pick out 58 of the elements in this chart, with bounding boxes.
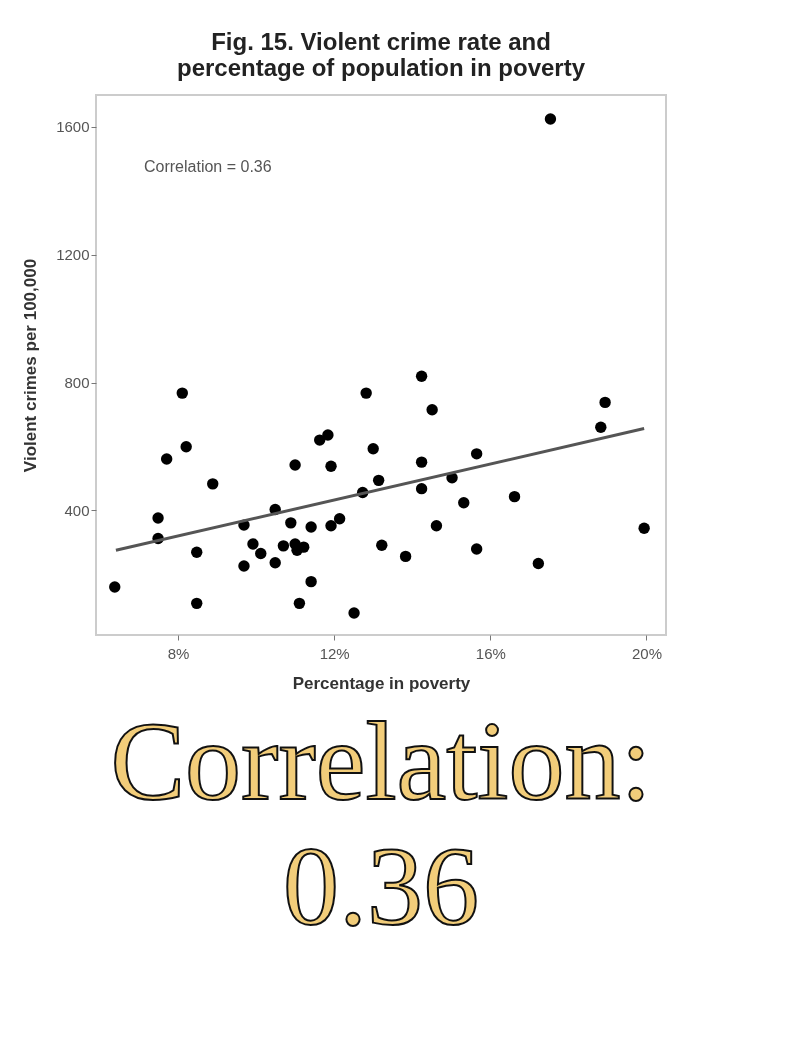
x-axis-title: Percentage in poverty (292, 673, 471, 693)
point (360, 387, 372, 399)
x-tick-label: 8% (167, 644, 190, 662)
point (415, 370, 428, 382)
point (470, 448, 483, 460)
point (508, 490, 521, 503)
point (152, 512, 164, 524)
point (430, 520, 443, 532)
text: percentage of population in poverty (176, 54, 586, 81)
point (458, 497, 470, 509)
point (305, 521, 317, 533)
x-tick-label: 12% (319, 644, 350, 662)
point (325, 460, 337, 472)
point (191, 597, 203, 610)
text: Correlation: (110, 698, 652, 823)
y-axis-title: Violent crimes per 100,000 (21, 258, 41, 473)
point (238, 560, 250, 572)
point (372, 474, 385, 487)
x-tick-label: 20% (631, 644, 662, 662)
point (293, 597, 306, 610)
point (180, 441, 192, 453)
point (314, 434, 326, 446)
point (305, 575, 317, 588)
point (376, 539, 388, 551)
point (191, 546, 203, 558)
y-tick-label: 1200 (56, 246, 90, 264)
y-tick-label: 800 (64, 374, 90, 392)
point (367, 443, 379, 455)
point (399, 550, 412, 563)
point (415, 456, 428, 468)
y-tick-label: 400 (64, 501, 90, 519)
point (595, 421, 607, 433)
point (415, 482, 428, 495)
point (470, 543, 483, 555)
text: Fig. 15. Violent crime rate and (211, 28, 551, 55)
point (322, 429, 334, 441)
point (207, 478, 219, 490)
point (255, 547, 267, 560)
point (160, 453, 173, 465)
point (176, 387, 188, 399)
point (348, 607, 360, 619)
annotation: Correlation = 0.36 (144, 158, 272, 175)
point (599, 396, 611, 409)
point (638, 522, 650, 534)
x-tick-label: 16% (475, 644, 506, 662)
y-tick-label: 1600 (56, 118, 90, 136)
point (544, 113, 557, 125)
text: 0.36 (283, 823, 479, 948)
point (325, 520, 337, 532)
point (277, 540, 290, 552)
point (269, 557, 281, 569)
point (285, 517, 297, 529)
point (426, 404, 438, 416)
point (532, 557, 545, 570)
point (333, 513, 346, 525)
point (247, 538, 259, 550)
point (109, 581, 121, 593)
point (289, 459, 301, 471)
